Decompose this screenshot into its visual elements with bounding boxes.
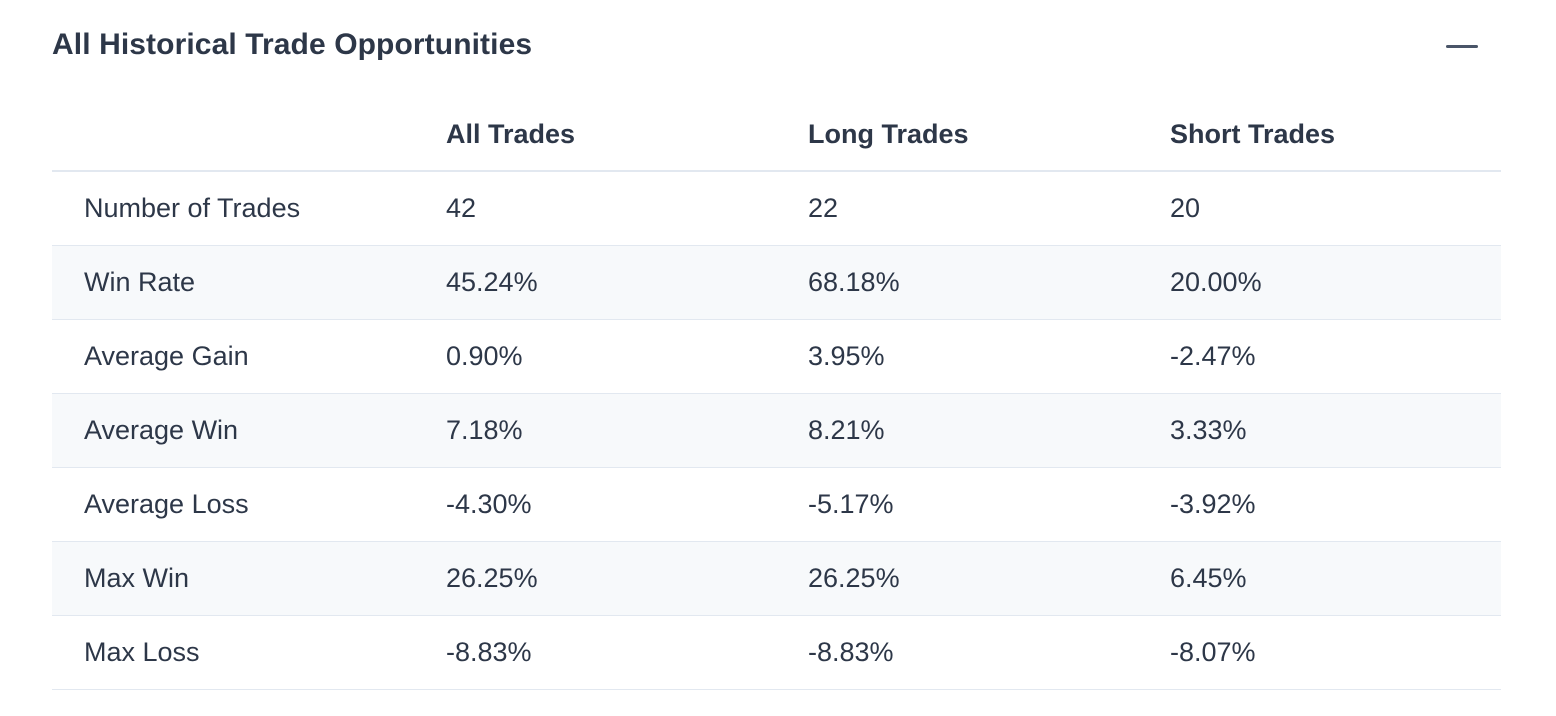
cell-all-trades: 42 — [414, 171, 776, 246]
cell-all-trades: -4.30% — [414, 467, 776, 542]
row-label: Average Win — [52, 393, 414, 468]
cell-short-trades: 6.45% — [1138, 541, 1501, 616]
header-long-trades: Long Trades — [776, 98, 1138, 172]
trade-stats-table: All Trades Long Trades Short Trades Numb… — [52, 98, 1501, 690]
table-row: Average Win 7.18% 8.21% 3.33% — [52, 393, 1501, 468]
header-metric — [52, 98, 414, 172]
table-row: Win Rate 45.24% 68.18% 20.00% — [52, 245, 1501, 320]
cell-all-trades: 7.18% — [414, 393, 776, 468]
table-row: Number of Trades 42 22 20 — [52, 171, 1501, 246]
cell-short-trades: -8.07% — [1138, 615, 1501, 690]
table-row: Average Loss -4.30% -5.17% -3.92% — [52, 467, 1501, 542]
header-short-trades: Short Trades — [1138, 98, 1501, 172]
cell-short-trades: 20.00% — [1138, 245, 1501, 320]
table-row: Max Loss -8.83% -8.83% -8.07% — [52, 615, 1501, 690]
cell-long-trades: 22 — [776, 171, 1138, 246]
cell-long-trades: -5.17% — [776, 467, 1138, 542]
table-row: Average Gain 0.90% 3.95% -2.47% — [52, 319, 1501, 394]
row-label: Average Gain — [52, 319, 414, 394]
cell-all-trades: 45.24% — [414, 245, 776, 320]
cell-short-trades: -3.92% — [1138, 467, 1501, 542]
collapse-button[interactable] — [1444, 30, 1480, 62]
table-header-row: All Trades Long Trades Short Trades — [52, 98, 1501, 172]
minus-icon — [1446, 45, 1478, 48]
cell-long-trades: 68.18% — [776, 245, 1138, 320]
cell-all-trades: 26.25% — [414, 541, 776, 616]
cell-long-trades: 8.21% — [776, 393, 1138, 468]
cell-short-trades: 20 — [1138, 171, 1501, 246]
cell-short-trades: 3.33% — [1138, 393, 1501, 468]
row-label: Win Rate — [52, 245, 414, 320]
cell-long-trades: 26.25% — [776, 541, 1138, 616]
cell-long-trades: 3.95% — [776, 319, 1138, 394]
table-row: Max Win 26.25% 26.25% 6.45% — [52, 541, 1501, 616]
cell-long-trades: -8.83% — [776, 615, 1138, 690]
panel-header: All Historical Trade Opportunities — [52, 22, 1502, 72]
row-label: Average Loss — [52, 467, 414, 542]
row-label: Max Loss — [52, 615, 414, 690]
cell-all-trades: 0.90% — [414, 319, 776, 394]
cell-all-trades: -8.83% — [414, 615, 776, 690]
panel-title: All Historical Trade Opportunities — [52, 28, 533, 61]
row-label: Max Win — [52, 541, 414, 616]
row-label: Number of Trades — [52, 171, 414, 246]
cell-short-trades: -2.47% — [1138, 319, 1501, 394]
header-all-trades: All Trades — [414, 98, 776, 172]
